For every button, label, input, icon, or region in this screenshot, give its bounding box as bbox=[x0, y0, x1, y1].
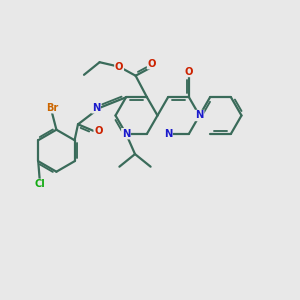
Text: Cl: Cl bbox=[34, 179, 45, 189]
Text: N: N bbox=[122, 129, 130, 139]
Text: N: N bbox=[92, 103, 100, 113]
Text: N: N bbox=[164, 129, 172, 139]
Text: N: N bbox=[195, 110, 204, 121]
Text: O: O bbox=[94, 126, 103, 136]
Text: Br: Br bbox=[46, 103, 58, 113]
Text: O: O bbox=[148, 59, 156, 69]
Text: O: O bbox=[185, 67, 193, 76]
Text: O: O bbox=[115, 62, 123, 72]
